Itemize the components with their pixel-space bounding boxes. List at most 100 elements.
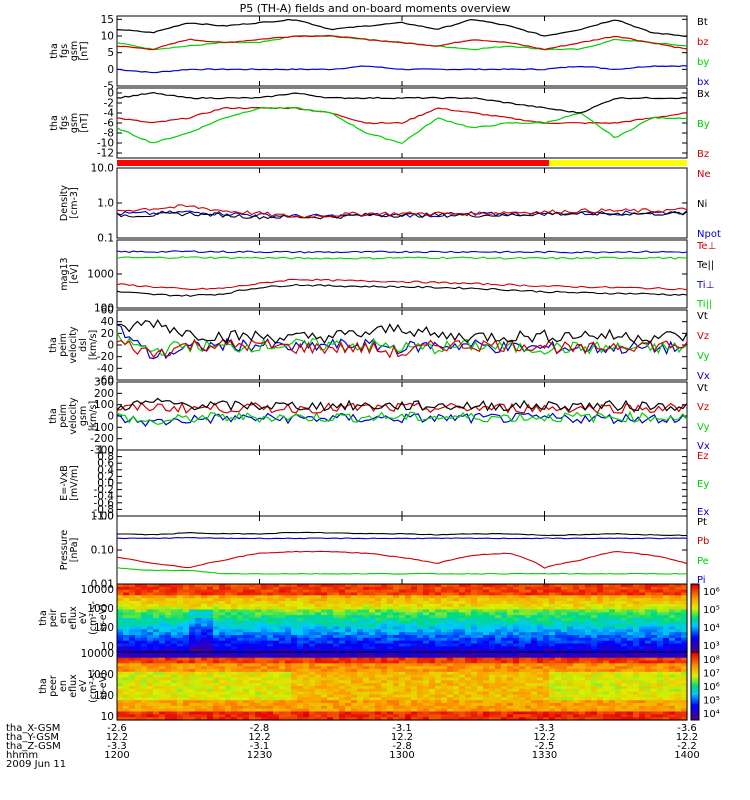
spec-cell: [585, 705, 592, 710]
spec-cell: [489, 652, 496, 656]
spec-cell: [225, 688, 232, 693]
spec-cell: [645, 643, 652, 647]
spec-cell: [411, 680, 418, 684]
spec-cell: [483, 626, 490, 630]
spec-cell: [333, 640, 340, 645]
spec-cell: [333, 686, 340, 690]
spec-cell: [525, 620, 532, 625]
spec-cell: [471, 612, 478, 616]
spec-cell: [531, 620, 538, 625]
spec-cell: [561, 717, 568, 721]
spec-cell: [489, 688, 496, 693]
spec-cell: [651, 714, 658, 718]
spec-cell: [621, 666, 628, 670]
spec-cell: [207, 688, 214, 693]
spec-cell: [123, 688, 130, 693]
spec-cell: [423, 629, 430, 633]
spec-cell: [249, 708, 256, 713]
spec-cell: [627, 629, 634, 633]
spec-cell: [135, 663, 142, 667]
spec-cell: [579, 669, 586, 673]
spec-cell: [231, 629, 238, 633]
spec-cell: [363, 603, 370, 608]
spec-cell: [417, 714, 424, 718]
spec-cell: [123, 705, 130, 710]
spec-cell: [135, 635, 142, 639]
spec-cell: [561, 603, 568, 608]
spec-cell: [243, 589, 250, 594]
spec-cell: [357, 629, 364, 633]
spec-cell: [501, 714, 508, 718]
spec-cell: [567, 674, 574, 679]
spec-cell: [561, 708, 568, 713]
spec-cell: [363, 612, 370, 616]
spec-cell: [273, 711, 280, 715]
spec-cell: [183, 700, 190, 704]
spec-cell: [201, 657, 208, 662]
spec-cell: [183, 677, 190, 681]
spec-cell: [123, 694, 130, 698]
spec-cell: [225, 635, 232, 639]
spec-cell: [387, 626, 394, 630]
spec-cell: [501, 677, 508, 681]
spec-cell: [363, 632, 370, 636]
spec-cell: [585, 629, 592, 633]
spec-cell: [171, 688, 178, 693]
spec-cell: [375, 637, 382, 642]
spec-cell: [501, 669, 508, 673]
spec-cell: [159, 680, 166, 684]
spec-cell: [441, 686, 448, 690]
spec-cell: [249, 652, 256, 656]
spec-cell: [267, 700, 274, 704]
spec-cell: [543, 643, 550, 647]
spec-cell: [357, 654, 364, 659]
spec-cell: [291, 649, 298, 653]
spec-cell: [633, 640, 640, 645]
spec-cell: [369, 606, 376, 611]
spec-cell: [213, 646, 220, 650]
spec-cell: [663, 660, 670, 664]
spec-cell: [573, 674, 580, 679]
spec-cell: [483, 654, 490, 659]
spec-cell: [321, 640, 328, 645]
spec-cell: [357, 683, 364, 687]
spec-cell: [231, 646, 238, 650]
spec-cell: [519, 714, 526, 718]
spec-cell: [489, 609, 496, 613]
spec-cell: [225, 589, 232, 594]
spec-cell: [333, 637, 340, 642]
spec-cell: [231, 663, 238, 667]
spec-cell: [171, 609, 178, 613]
spec-cell: [279, 603, 286, 608]
spec-cell: [333, 652, 340, 656]
spec-cell: [489, 714, 496, 718]
spec-cell: [639, 646, 646, 650]
spec-cell: [309, 714, 316, 718]
spec-cell: [201, 589, 208, 594]
ytick-label-vel1-1: 40: [101, 316, 114, 328]
spec-cell: [357, 717, 364, 721]
spec-cell: [573, 686, 580, 690]
spec-cell: [315, 674, 322, 679]
spec-cell: [303, 635, 310, 639]
spec-cell: [363, 584, 370, 588]
spec-cell: [273, 683, 280, 687]
spec-cell: [567, 669, 574, 673]
spec-cell: [303, 649, 310, 653]
spec-cell: [213, 666, 220, 670]
spec-cell: [555, 705, 562, 710]
spec-cell: [207, 598, 214, 602]
spec-cell: [675, 629, 682, 633]
spec-cell: [417, 708, 424, 713]
colorbar-label-ion_spec-1: 10⁵: [703, 605, 720, 616]
spec-cell: [543, 686, 550, 690]
spec-cell: [225, 598, 232, 602]
spec-cell: [633, 669, 640, 673]
spec-cell: [489, 586, 496, 591]
spec-cell: [423, 586, 430, 591]
spec-cell: [639, 671, 646, 676]
spec-cell: [579, 629, 586, 633]
spec-cell: [639, 666, 646, 670]
spec-cell: [375, 652, 382, 656]
spec-cell: [267, 677, 274, 681]
